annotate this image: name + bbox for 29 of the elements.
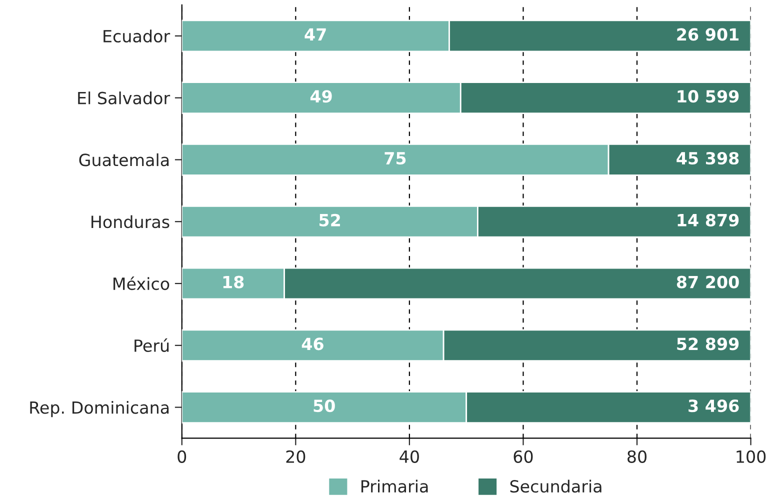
legend-label: Secundaria <box>510 480 602 493</box>
x-tick-label: 80 <box>628 450 646 463</box>
x-tick-label: 100 <box>736 450 766 463</box>
y-tick-label: Guatemala <box>79 153 169 166</box>
y-tick-label: Rep. Dominicana <box>30 400 169 418</box>
x-tick-label: 20 <box>286 450 306 463</box>
annotation: 87 200 <box>676 276 739 288</box>
annotation: 10 599 <box>678 90 739 103</box>
annotation: 14 879 <box>678 214 739 226</box>
y-tick-label: Honduras <box>92 215 170 228</box>
annotation: 45 398 <box>676 152 739 165</box>
data-label: 49 <box>310 90 332 103</box>
x-tick-label: 40 <box>400 450 419 463</box>
y-tick-label: El Salvador <box>78 91 170 104</box>
data-label: 75 <box>384 152 406 165</box>
x-tick-label: 0 <box>178 450 186 463</box>
data-label: 47 <box>304 28 326 41</box>
y-tick-label: Perú <box>134 338 169 352</box>
data-label: 52 <box>319 214 340 226</box>
data-label: 50 <box>314 400 335 412</box>
annotation: 52 899 <box>677 338 739 350</box>
data-label: 18 <box>223 276 244 288</box>
annotation: 3 496 <box>688 400 739 412</box>
y-tick-label: Ecuador <box>104 30 170 42</box>
y-tick-label: México <box>114 276 170 290</box>
x-tick-label: 60 <box>514 450 533 463</box>
legend-label: Primaria <box>361 480 428 493</box>
annotation: 26 901 <box>677 28 739 41</box>
data-label: 46 <box>302 338 324 350</box>
